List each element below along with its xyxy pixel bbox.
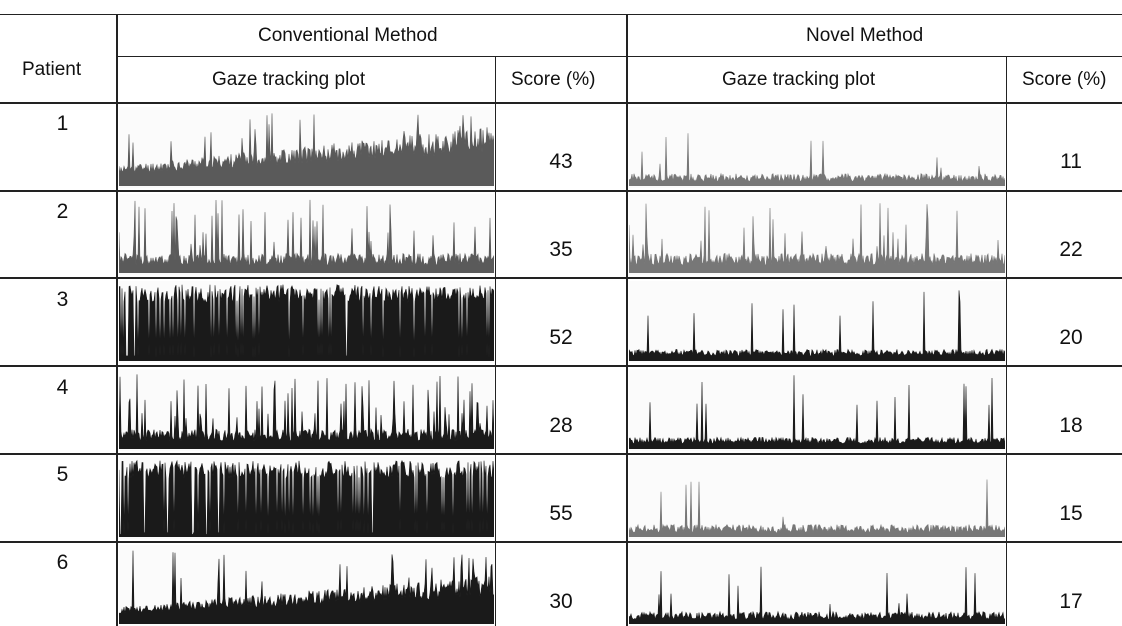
gaze-plot-conventional — [119, 545, 494, 626]
gaze-trace-image — [119, 550, 494, 624]
gaze-trace-shape — [629, 375, 1005, 449]
gaze-plot-novel — [629, 194, 1005, 275]
novel-score: 20 — [1059, 326, 1083, 349]
conv-score-header: Score (%) — [511, 69, 596, 90]
row-divider — [0, 541, 1122, 543]
gaze-trace-image — [629, 133, 1005, 186]
gaze-trace-shape — [629, 566, 1005, 624]
gaze-trace-shape — [119, 284, 494, 361]
gaze-plot-conventional — [119, 194, 494, 275]
gaze-plot-conventional — [119, 281, 494, 363]
conventional-score: 35 — [549, 238, 573, 261]
row-divider — [0, 277, 1122, 279]
conventional-score: 55 — [549, 502, 573, 525]
row-divider — [0, 190, 1122, 192]
gaze-plot-novel — [629, 281, 1005, 363]
novel-score: 18 — [1059, 414, 1083, 437]
gaze-trace-shape — [119, 113, 494, 186]
gaze-trace-shape — [629, 290, 1005, 361]
col-divider-methods — [626, 14, 628, 626]
patient-number: 2 — [56, 200, 69, 223]
patient-number: 4 — [56, 376, 69, 399]
col-divider-patient — [116, 14, 118, 626]
gaze-trace-shape — [629, 203, 1005, 273]
table-border-top — [0, 14, 1122, 15]
row-divider — [0, 453, 1122, 455]
conventional-score: 43 — [549, 150, 573, 173]
gaze-trace-image — [119, 374, 494, 449]
gaze-trace-shape — [629, 479, 1005, 537]
gaze-trace-shape — [119, 459, 494, 537]
gaze-plot-conventional — [119, 457, 494, 539]
gaze-trace-shape — [119, 374, 494, 449]
gaze-trace-image — [119, 113, 494, 186]
row-divider — [0, 365, 1122, 367]
gaze-trace-shape — [119, 199, 494, 273]
col-divider-conv-score — [495, 57, 496, 626]
conventional-score: 52 — [549, 326, 573, 349]
gaze-plot-novel — [629, 369, 1005, 451]
table-header-divider — [117, 56, 1122, 57]
novel-method-header: Novel Method — [806, 25, 924, 46]
novel-score: 17 — [1059, 590, 1083, 613]
patient-number: 1 — [56, 112, 69, 135]
gaze-trace-image — [119, 459, 494, 537]
gaze-trace-image — [629, 566, 1005, 624]
conventional-method-header: Conventional Method — [258, 25, 438, 46]
novel-score: 22 — [1059, 238, 1083, 261]
gaze-trace-image — [119, 284, 494, 361]
conventional-score: 28 — [549, 414, 573, 437]
conventional-score: 30 — [549, 590, 573, 613]
col-divider-novel-score — [1006, 57, 1007, 626]
gaze-trace-shape — [629, 133, 1005, 186]
novel-score: 11 — [1060, 150, 1082, 173]
gaze-plot-conventional — [119, 107, 494, 188]
gaze-trace-image — [119, 199, 494, 273]
novel-plot-header: Gaze tracking plot — [722, 69, 876, 90]
gaze-trace-shape — [119, 550, 494, 624]
table-header-bottom — [0, 102, 1122, 104]
gaze-trace-image — [629, 479, 1005, 537]
gaze-plot-novel — [629, 107, 1005, 188]
gaze-trace-image — [629, 290, 1005, 361]
conv-plot-header: Gaze tracking plot — [212, 69, 366, 90]
novel-score: 15 — [1059, 502, 1083, 525]
gaze-plot-novel — [629, 457, 1005, 539]
patient-number: 3 — [56, 288, 69, 311]
patient-number: 6 — [56, 551, 69, 574]
novel-score-header: Score (%) — [1022, 69, 1107, 90]
gaze-trace-image — [629, 203, 1005, 273]
gaze-plot-novel — [629, 545, 1005, 626]
patient-number: 5 — [56, 463, 69, 486]
patient-header: Patient — [22, 59, 82, 80]
gaze-trace-image — [629, 375, 1005, 449]
gaze-plot-conventional — [119, 369, 494, 451]
